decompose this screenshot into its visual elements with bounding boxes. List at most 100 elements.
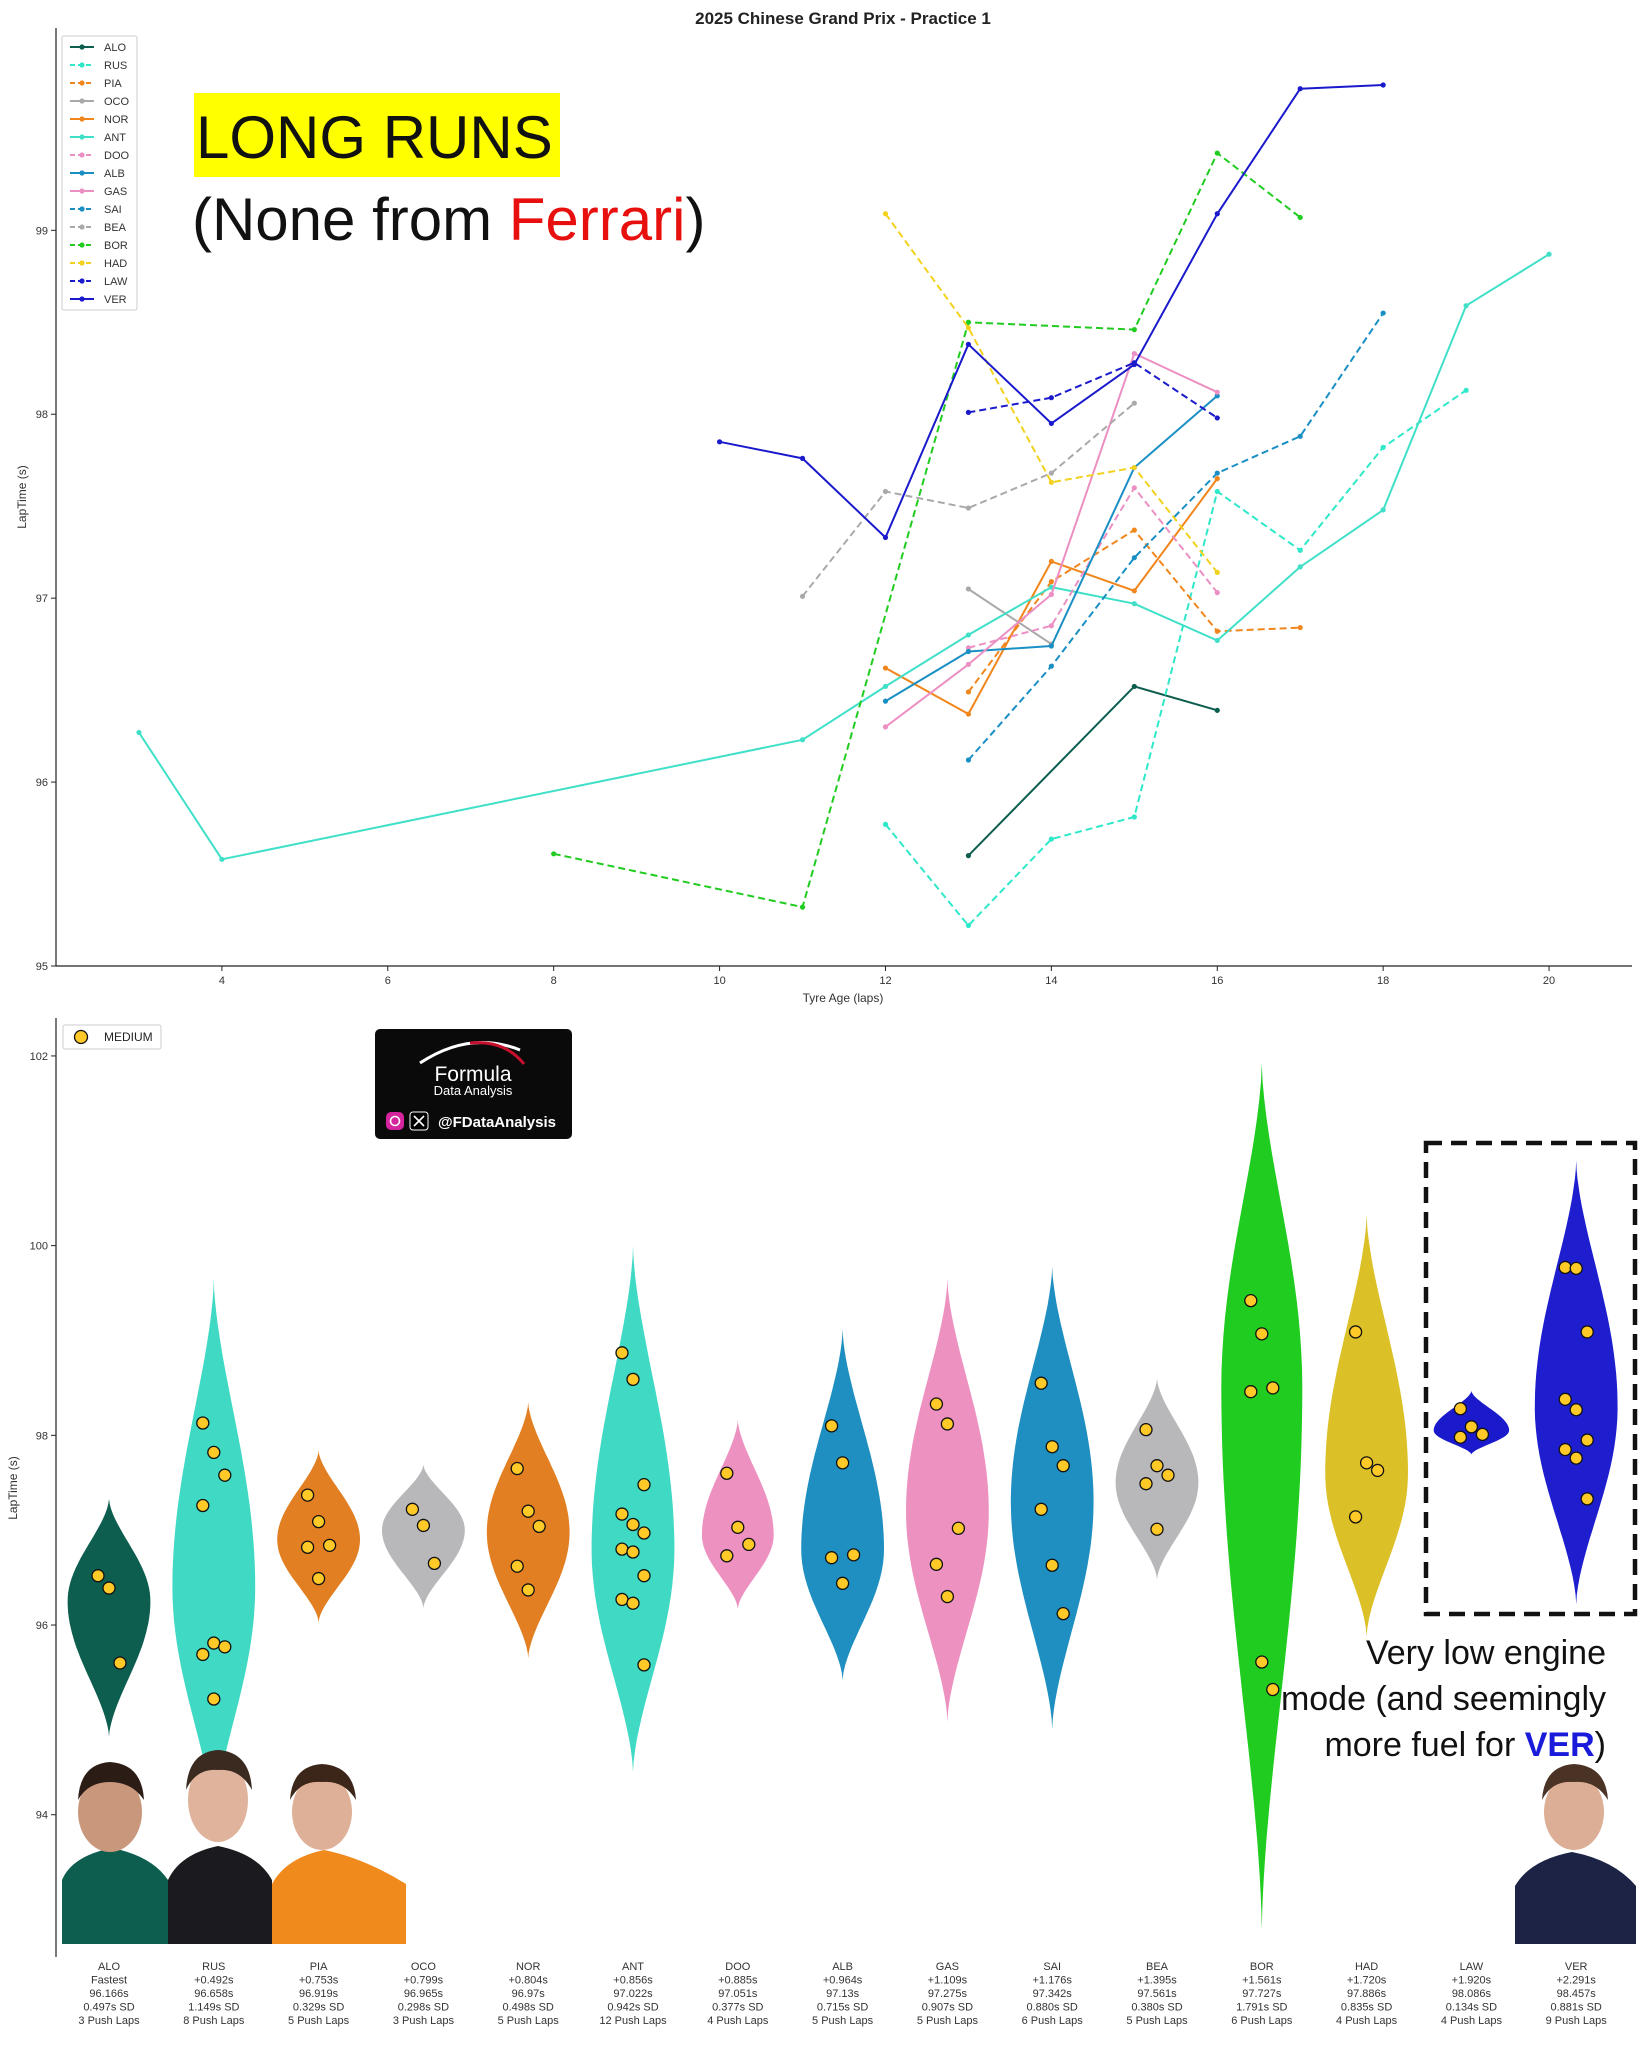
driver-label-gas: 5 Push Laps — [917, 2015, 979, 2027]
driver-label-doo: 0.377s SD — [712, 2002, 763, 2014]
data-point-doo — [965, 645, 972, 651]
driver-label-alo: ALO — [98, 1961, 120, 1973]
data-point-pia — [965, 689, 972, 695]
legend-marker-pia — [79, 80, 85, 86]
driver-label-gas: GAS — [936, 1961, 959, 1973]
lap-point-sai — [1045, 1558, 1059, 1572]
lap-point-ant — [637, 1526, 651, 1540]
top-legend: ALO RUS PIA OCO NOR ANT DOO ALB GAS SAI BEA BOR HAD L… — [61, 35, 138, 311]
driver-portraits-left — [62, 1750, 406, 1944]
legend-label-had: HAD — [104, 258, 127, 270]
data-point-bor — [1214, 150, 1220, 156]
lap-point-ant — [626, 1372, 640, 1387]
lap-point-oco — [405, 1502, 420, 1516]
lap-point-rus — [196, 1498, 210, 1513]
lap-point-gas — [951, 1521, 966, 1535]
driver-label-alb: 0.715s SD — [817, 2002, 868, 2014]
data-point-ant — [882, 683, 889, 690]
lap-point-alb — [846, 1548, 861, 1562]
data-point-alb — [1048, 643, 1054, 649]
lap-point-oco — [427, 1556, 442, 1571]
lap-point-nor — [510, 1461, 524, 1476]
lap-point-gas — [940, 1589, 955, 1604]
lap-point-law — [1453, 1430, 1468, 1444]
lap-point-pia — [311, 1571, 326, 1586]
y-tick-label: 95 — [36, 961, 48, 973]
lap-point-rus — [196, 1416, 210, 1430]
driver-label-sai: 0.880s SD — [1027, 2002, 1078, 2014]
lap-point-nor — [521, 1583, 535, 1597]
legend-label-nor: NOR — [104, 114, 129, 126]
data-point-gas — [1131, 350, 1137, 357]
violin-ver — [1534, 1160, 1618, 1605]
y-tick-label: 94 — [36, 1810, 48, 1822]
data-point-alb — [965, 648, 972, 655]
violin-gas — [906, 1278, 989, 1722]
driver-label-alb: +0.964s — [823, 1975, 863, 1987]
driver-label-oco: 0.298s SD — [398, 2002, 449, 2014]
driver-label-ant: 97.022s — [613, 1988, 653, 2000]
driver-label-doo: 97.051s — [718, 1988, 758, 2000]
y-tick-label: 96 — [36, 777, 48, 789]
x-tick-label: 14 — [1045, 975, 1057, 987]
legend-marker-rus — [79, 62, 85, 68]
legend-marker-gas — [79, 188, 85, 194]
data-point-nor — [1048, 558, 1054, 564]
driver-portrait-norris — [272, 1764, 406, 1944]
data-point-oco — [965, 586, 972, 592]
legend-label-law: LAW — [104, 276, 128, 288]
lap-point-bor — [1266, 1682, 1280, 1697]
data-point-bea — [965, 505, 972, 511]
violin-rus — [172, 1278, 256, 1825]
data-point-doo — [1214, 590, 1220, 596]
driver-label-bor: BOR — [1250, 1961, 1274, 1973]
lap-point-law — [1464, 1420, 1479, 1434]
lap-point-ant — [615, 1542, 629, 1556]
legend-label-alb: ALB — [104, 168, 125, 180]
legend-label-gas: GAS — [104, 186, 127, 198]
lap-point-sai — [1034, 1376, 1048, 1390]
lap-point-alo — [102, 1581, 116, 1595]
data-point-alb — [1214, 393, 1220, 399]
long-runs-title: LONG RUNS — [196, 104, 553, 171]
y-tick-label: 100 — [30, 1241, 48, 1253]
lap-point-nor — [521, 1504, 535, 1518]
data-point-alb — [882, 698, 889, 704]
data-point-ver — [1214, 211, 1220, 217]
medium-legend-label: MEDIUM — [104, 1030, 153, 1044]
data-point-law — [1214, 415, 1220, 421]
lap-point-bor — [1266, 1381, 1280, 1395]
lap-point-had — [1370, 1463, 1385, 1478]
data-point-sai — [1214, 470, 1220, 476]
lap-point-rus — [207, 1636, 221, 1650]
legend-marker-ant — [79, 134, 85, 140]
lap-point-doo — [731, 1520, 745, 1534]
lap-point-ver — [1580, 1492, 1594, 1506]
data-point-rus — [1380, 444, 1386, 450]
legend-label-rus: RUS — [104, 60, 127, 72]
lap-point-alb — [835, 1576, 850, 1590]
y-ticks: 94 96 98 100 102 — [30, 1051, 56, 1822]
x-tick-label: 20 — [1543, 975, 1555, 987]
driver-label-bea: 5 Push Laps — [1126, 2015, 1188, 2027]
driver-label-bea: +1.395s — [1137, 1975, 1177, 1987]
driver-label-rus: 96.658s — [194, 1988, 234, 2000]
lap-point-had — [1348, 1325, 1363, 1339]
driver-label-alo: 96.166s — [89, 1988, 129, 2000]
data-point-alo — [1214, 707, 1220, 713]
violin-had — [1325, 1214, 1408, 1637]
series-line-law — [968, 361, 1218, 419]
lap-point-sai — [1034, 1502, 1048, 1516]
legend-label-ver: VER — [104, 294, 127, 306]
legend-label-sai: SAI — [104, 204, 122, 216]
legend-label-alo: ALO — [104, 42, 126, 54]
lap-point-ant — [615, 1592, 629, 1607]
legend-marker-bea — [79, 224, 85, 230]
lap-point-had — [1359, 1456, 1374, 1470]
data-point-rus — [1463, 387, 1469, 393]
lap-point-had — [1348, 1510, 1363, 1524]
data-point-sai — [1131, 555, 1137, 561]
lap-point-doo — [742, 1537, 756, 1552]
driver-label-sai: 6 Push Laps — [1022, 2015, 1084, 2027]
